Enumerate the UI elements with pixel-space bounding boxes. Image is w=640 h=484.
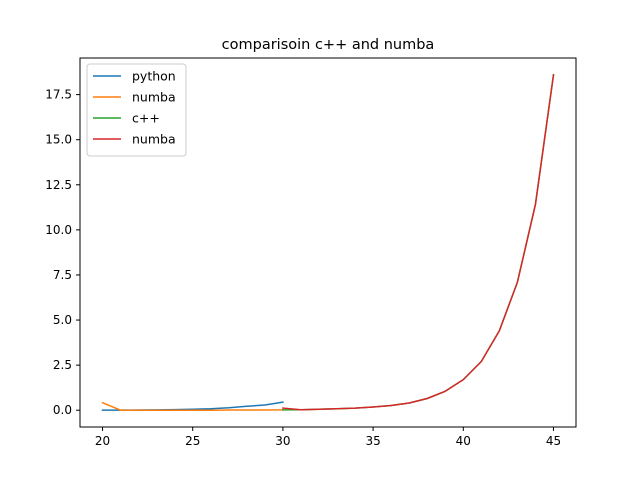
y-tick-label: 12.5 xyxy=(45,178,72,192)
legend-label-3: numba xyxy=(132,132,176,147)
legend-label-0: python xyxy=(132,69,176,84)
series-line-1 xyxy=(101,401,284,411)
y-tick-label: 5.0 xyxy=(53,313,72,327)
plot-frame xyxy=(79,57,577,428)
y-tick-label: 2.5 xyxy=(53,358,72,372)
y-tick-label: 15.0 xyxy=(45,133,72,147)
x-tick-label: 40 xyxy=(456,434,471,448)
legend: python numba c++ numba xyxy=(86,63,187,157)
series-line-3 xyxy=(282,73,555,411)
series-layer xyxy=(101,73,555,411)
y-tick-label: 17.5 xyxy=(45,88,72,102)
legend-box xyxy=(86,63,187,157)
x-tick-label: 35 xyxy=(365,434,380,448)
y-tick-label: 0.0 xyxy=(53,403,72,417)
x-tick-label: 30 xyxy=(275,434,290,448)
chart-title: comparisoin c++ and numba xyxy=(222,37,435,53)
x-tick-label: 45 xyxy=(546,434,561,448)
x-tick-label: 20 xyxy=(95,434,110,448)
y-tick-label: 7.5 xyxy=(53,268,72,282)
legend-label-2: c++ xyxy=(132,111,160,126)
ticks-layer: 20 25 30 35 40 45 0.0 2.5 5.0 7.5 10.0 12.5 15.0 17.5 xyxy=(45,88,561,448)
x-tick-label: 25 xyxy=(185,434,200,448)
legend-label-1: numba xyxy=(132,90,176,105)
y-tick-label: 10.0 xyxy=(45,223,72,237)
